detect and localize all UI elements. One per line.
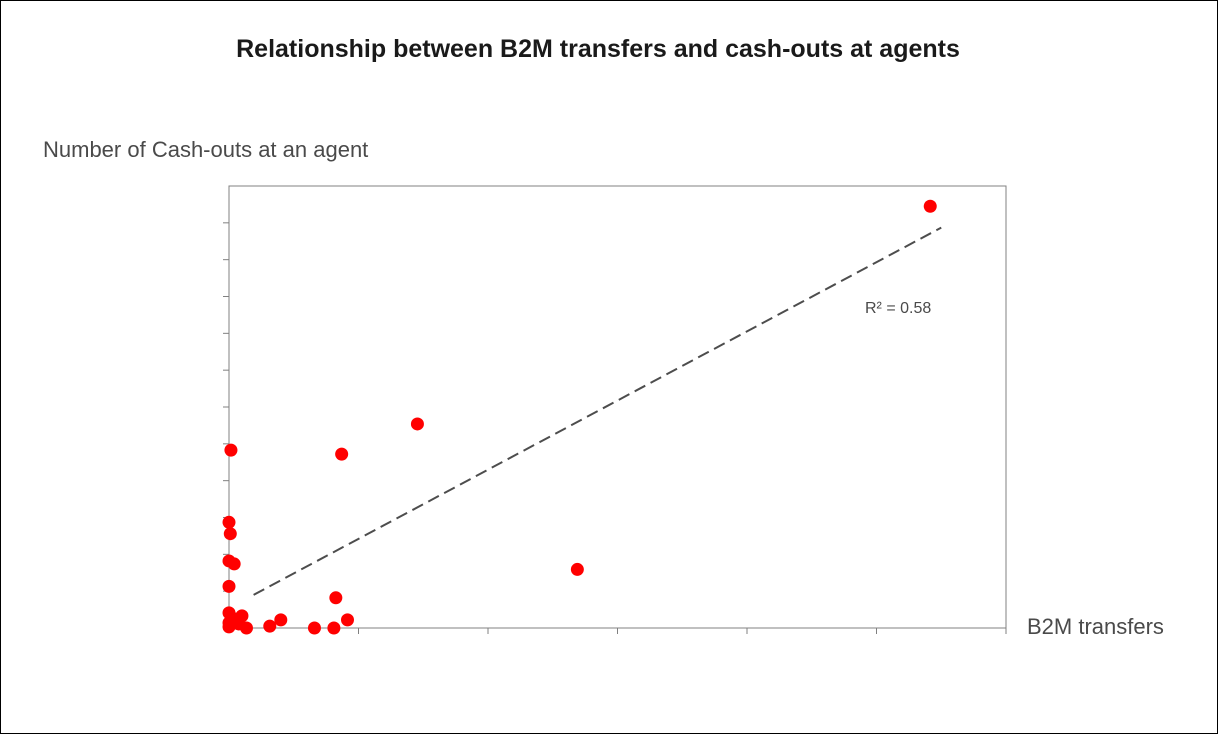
data-point-20: [263, 619, 277, 633]
r-squared-annotation: R² = 0.58: [865, 300, 931, 317]
data-point-1: [923, 199, 937, 213]
trendline: [253, 226, 942, 596]
data-point-9: [227, 557, 241, 571]
data-point-4: [224, 443, 238, 457]
data-point-24: [340, 613, 354, 627]
data-point-10: [222, 579, 236, 593]
data-point-23: [327, 621, 341, 635]
data-point-7: [223, 527, 237, 541]
data-point-6: [222, 515, 236, 529]
data-point-22: [307, 621, 321, 635]
data-point-21: [274, 613, 288, 627]
data-point-5: [570, 562, 584, 576]
chart-title: Relationship between B2M transfers and c…: [236, 35, 960, 63]
x-axis-ticks: [358, 628, 1007, 634]
data-points: [222, 199, 937, 635]
y-axis-label: Number of Cash-outs at an agent: [43, 137, 369, 162]
data-point-11: [329, 591, 343, 605]
data-point-2: [410, 417, 424, 431]
plot-area: [228, 185, 1007, 629]
data-point-18: [239, 621, 253, 635]
x-axis-label: B2M transfers: [1027, 614, 1164, 639]
data-point-19: [222, 620, 236, 634]
data-point-3: [335, 447, 349, 461]
